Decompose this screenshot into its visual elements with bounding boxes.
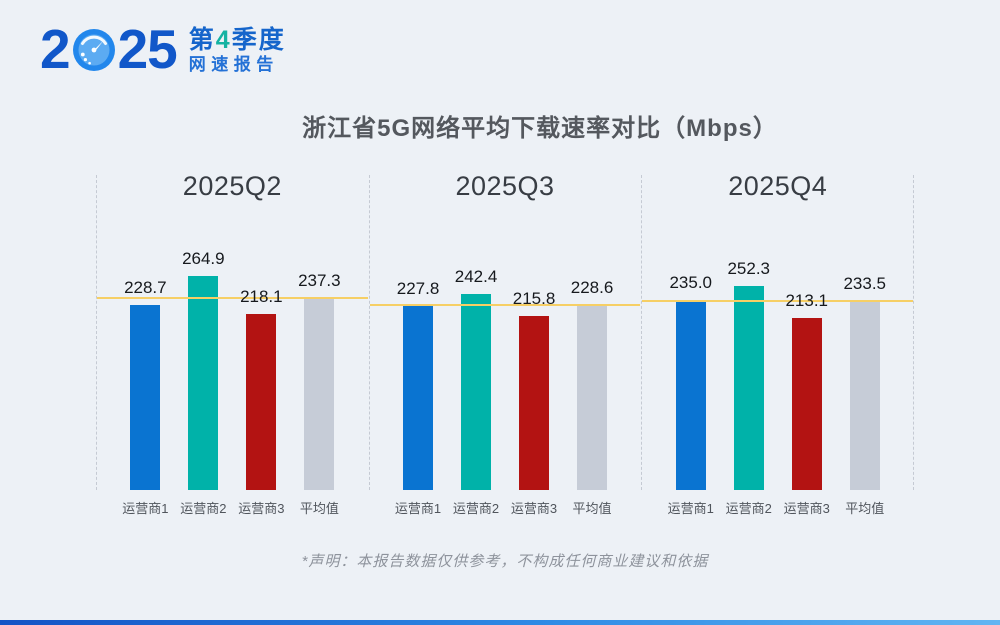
chart-title: 浙江省5G网络平均下载速率对比（Mbps） [302,115,778,142]
value-label: 264.9 [182,248,225,268]
bottom-accent-bar [0,620,1000,625]
value-label: 252.3 [727,259,771,279]
chart: 2025Q2 228.7 运营商1 264.9 运营商2 218.1 运营商3 237.3 平均… [96,171,914,516]
bar-运营商2 [188,275,219,490]
category-label: 平均值 [299,501,339,516]
value-label: 215.8 [512,288,556,308]
bar-运营商1 [130,305,161,490]
bar-cell: 252.3 运营商2 [726,259,772,516]
value-label: 228.7 [124,278,167,298]
category-label: 运营商2 [725,501,772,516]
category-label: 运营商1 [667,501,714,516]
quarter-label-pre: 第 [188,26,216,54]
bar-运营商3 [246,313,277,490]
quarter-label-post: 季度 [231,26,286,54]
bar-平均值 [849,301,880,490]
bar-cell: 213.1 运营商3 [784,291,830,516]
bar-运营商3 [519,315,550,490]
value-label: 233.5 [843,274,887,294]
value-label: 213.1 [785,290,829,310]
bar-运营商1 [403,305,434,490]
value-label: 235.0 [669,273,713,293]
group-title: 2025Q2 [182,171,282,201]
bar-运营商2 [461,294,492,490]
logo-year-suffix: 25 [117,18,178,80]
category-label: 平均值 [572,501,612,516]
bar-cell: 218.1 运营商3 [238,287,284,516]
group-title: 2025Q4 [728,171,828,201]
bar-cell: 264.9 运营商2 [180,249,226,516]
average-reference-line [642,300,914,303]
bar-cell: 233.5 平均值 [843,274,886,516]
value-label: 237.3 [298,271,341,291]
category-label: 运营商3 [238,501,285,516]
bar-cluster: 228.7 运营商1 264.9 运营商2 218.1 运营商3 237.3 平均值 [96,175,369,516]
category-label: 平均值 [845,501,885,516]
bar-cell: 228.7 运营商1 [122,278,168,516]
dashed-separator [641,175,643,490]
value-label: 227.8 [396,278,440,298]
quarter-label: 第4季度 [189,28,286,53]
value-label: 228.6 [570,278,614,298]
group-title: 2025Q3 [455,171,555,201]
dashed-separator [913,175,914,490]
dashed-separator [96,175,97,490]
value-label: 218.1 [240,286,283,306]
category-label: 运营商3 [783,501,830,516]
bar-cell: 235.0 运营商1 [668,273,714,516]
bar-运营商2 [733,286,764,490]
category-label: 运营商3 [510,501,558,516]
bar-平均值 [304,298,335,490]
bar-cell: 237.3 平均值 [298,271,341,516]
logo-year-prefix: 2 [40,18,71,80]
chart-group-2025Q4: 2025Q4 235.0 运营商1 252.3 运营商2 213.1 运营商3 233.5 平均… [641,171,914,516]
bar-cluster: 235.0 运营商1 252.3 运营商2 213.1 运营商3 233.5 平均值 [641,175,914,516]
category-label: 运营商1 [122,501,169,516]
average-reference-line [369,304,641,307]
disclaimer-note: *声明：本报告数据仅供参考，不构成任何商业建议和依据 [301,553,709,570]
bar-cell: 242.4 运营商2 [453,267,499,516]
category-label: 运营商1 [394,501,442,516]
report-type-label: 网速报告 [188,55,279,74]
chart-group-2025Q2: 2025Q2 228.7 运营商1 264.9 运营商2 218.1 运营商3 237.3 平均… [96,171,369,516]
category-label: 运营商2 [180,501,227,516]
bar-cell: 227.8 运营商1 [395,279,441,516]
bar-cell: 215.8 运营商3 [511,289,557,516]
value-label: 242.4 [454,267,498,287]
bar-运营商3 [791,317,822,490]
quarter-number: 4 [215,26,232,54]
logo-badge: 第4季度 网速报告 [188,26,286,74]
dashed-separator [368,175,370,490]
bar-cell: 228.6 平均值 [571,278,614,516]
logo-year-2025: 2 25 [40,18,178,80]
speedometer-icon [72,28,115,71]
bar-运营商1 [675,300,706,490]
bar-cluster: 227.8 运营商1 242.4 运营商2 215.8 运营商3 228.6 平均值 [369,175,642,516]
category-label: 运营商2 [452,501,500,516]
average-reference-line [97,297,368,300]
logo: 2 25 第4季度 网速报告 [40,22,286,77]
bar-平均值 [577,305,608,490]
chart-group-2025Q3: 2025Q3 227.8 运营商1 242.4 运营商2 215.8 运营商3 228.6 平均… [369,171,642,516]
